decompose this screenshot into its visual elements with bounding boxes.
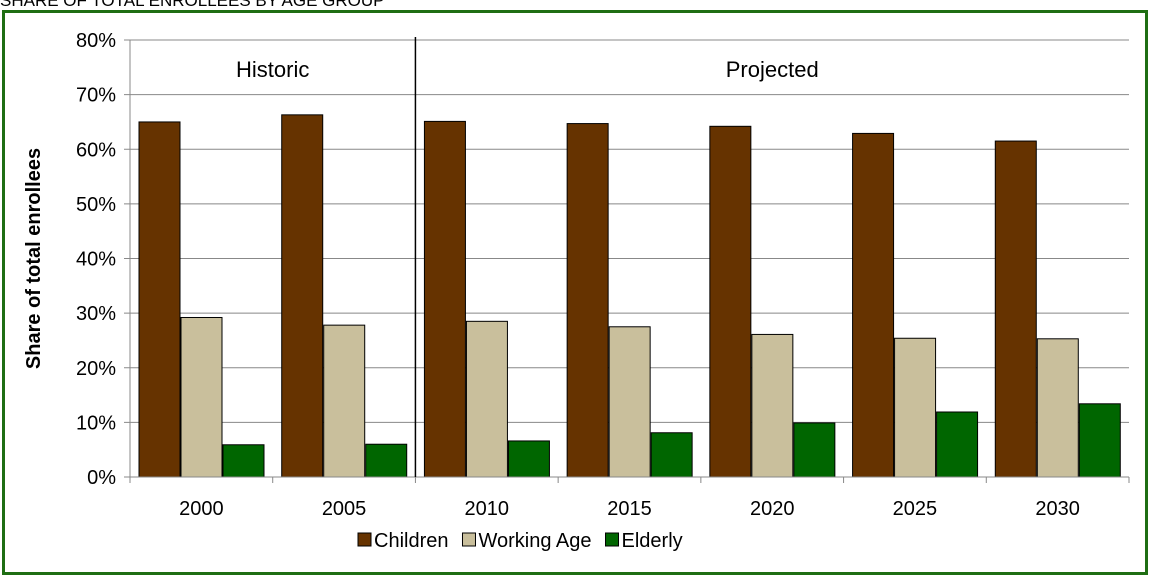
bar-elderly [365, 443, 408, 478]
bar-children [852, 132, 895, 478]
legend-swatch-children [357, 532, 372, 547]
bar-working-age [465, 320, 508, 478]
bar-children [423, 120, 466, 478]
bar-elderly [936, 411, 979, 478]
bar-working-age [751, 333, 794, 478]
bar-children [566, 123, 609, 478]
y-tick-label: 70% [76, 85, 116, 107]
bar-working-age [608, 326, 651, 478]
y-tick-label: 40% [76, 249, 116, 271]
legend-label-children: Children [374, 530, 448, 552]
annotations: Historic Projected [236, 37, 819, 477]
chart-caption: SHARE OF TOTAL ENROLLEES BY AGE GROUP [0, 0, 385, 10]
bar-children [994, 140, 1037, 478]
bar-elderly [793, 422, 836, 478]
y-tick-label: 20% [76, 358, 116, 380]
bar-working-age [894, 337, 937, 478]
legend-label-working-age: Working Age [478, 530, 591, 552]
x-tick-label: 2030 [1035, 498, 1080, 520]
bar-children [281, 114, 324, 478]
legend: Children Working Age Elderly [357, 530, 683, 552]
legend-swatch-working-age [461, 532, 476, 547]
y-tick-label: 30% [76, 303, 116, 325]
axes: 0% 10% 20% 30% 40% 50% 60% 70% 80% 2000 2005 2010 20… [76, 30, 1130, 520]
y-tick-label: 10% [76, 412, 116, 434]
x-tick-label: 2015 [607, 498, 652, 520]
y-tick-label: 60% [76, 139, 116, 161]
bars [138, 114, 1121, 478]
x-tick-label: 2005 [322, 498, 367, 520]
y-axis-label: Share of total enrollees [23, 148, 45, 369]
bar-working-age [323, 324, 366, 478]
x-tick-label: 2020 [750, 498, 795, 520]
annotation-projected: Projected [726, 57, 819, 82]
bar-working-age [180, 316, 223, 478]
bar-elderly [1078, 403, 1121, 478]
bar-elderly [650, 432, 693, 478]
y-tick-label: 0% [87, 467, 116, 489]
legend-label-elderly: Elderly [622, 530, 683, 552]
bar-children [138, 121, 181, 478]
y-tick-label: 80% [76, 30, 116, 52]
bar-children [709, 125, 752, 478]
x-tick-label: 2010 [465, 498, 510, 520]
x-tick-label: 2000 [179, 498, 224, 520]
x-tick-label: 2025 [893, 498, 938, 520]
annotation-historic: Historic [236, 57, 309, 82]
bar-elderly [507, 440, 550, 478]
y-tick-label: 50% [76, 194, 116, 216]
bar-elderly [222, 444, 265, 478]
bar-working-age [1036, 338, 1079, 478]
legend-swatch-elderly [605, 532, 620, 547]
